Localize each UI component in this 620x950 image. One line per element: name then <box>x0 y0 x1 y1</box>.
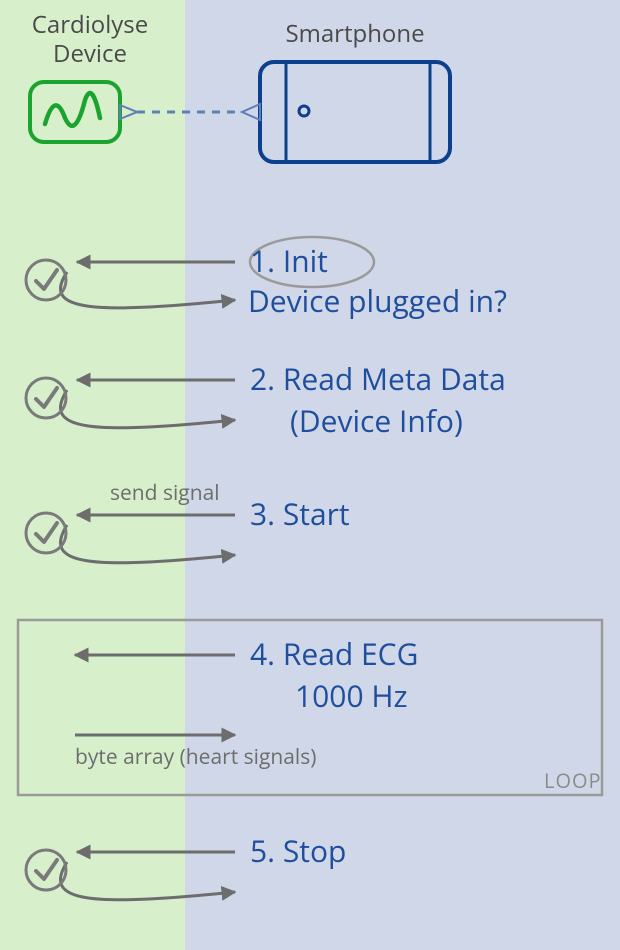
device-label-line2: Device <box>53 37 127 70</box>
loop-label: LOOP <box>544 767 602 794</box>
step-subtitle-meta: (Device Info) <box>290 400 463 441</box>
step-title-read: 4. Read ECG <box>250 633 418 674</box>
caption-start-top: send signal <box>110 479 220 507</box>
caption-read-bottom: byte array (heart signals) <box>75 743 316 771</box>
smartphone-label: Smartphone <box>285 17 424 50</box>
step-subtitle-init: Device plugged in? <box>248 280 507 321</box>
step-subtitle-read: 1000 Hz <box>295 675 408 716</box>
step-title-meta: 2. Read Meta Data <box>250 358 506 399</box>
step-title-start: 3. Start <box>250 493 350 534</box>
step-title-init: 1. Init <box>250 240 328 281</box>
step-title-stop: 5. Stop <box>250 830 346 871</box>
